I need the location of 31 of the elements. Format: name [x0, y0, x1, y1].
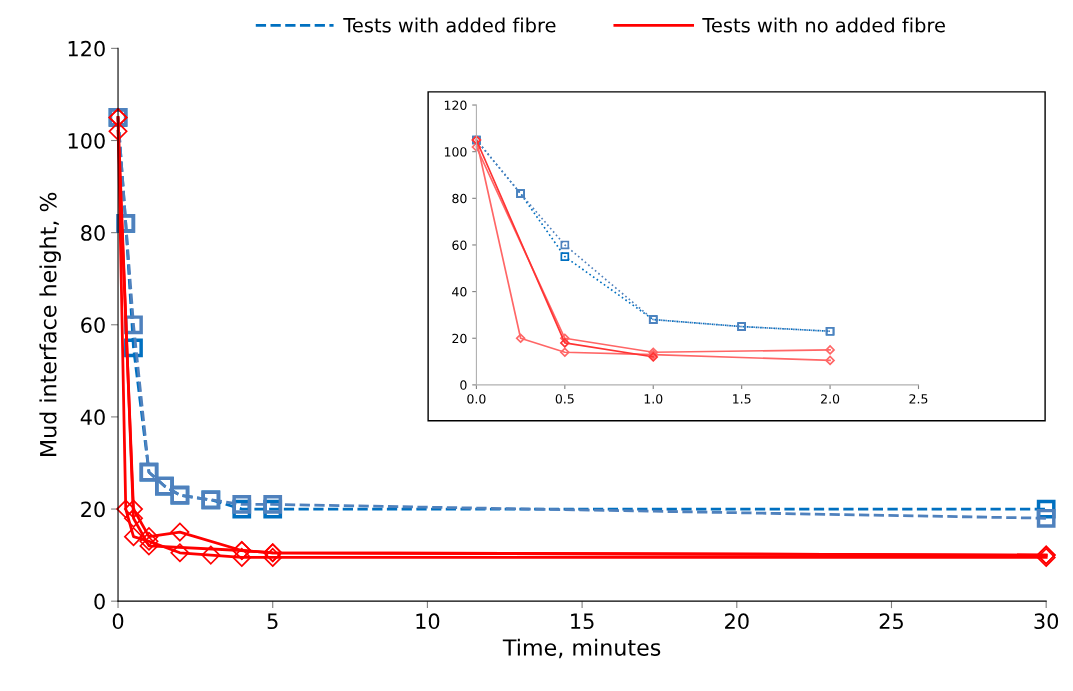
- x-tick-label: 2.0: [821, 394, 840, 404]
- y-tick-label: 100: [444, 147, 467, 157]
- y-tick-label: 120: [68, 40, 105, 57]
- y-tick-label: 0: [94, 593, 105, 610]
- x-axis-title: Time, minutes: [502, 638, 661, 659]
- x-tick-label: 1.5: [733, 394, 751, 404]
- y-tick-label: 40: [80, 409, 105, 426]
- y-tick-label: 20: [81, 501, 105, 518]
- x-tick-label: 1.0: [644, 394, 663, 404]
- x-tick-label: 5: [267, 613, 278, 630]
- y-tick-label: 0: [460, 380, 467, 390]
- x-tick-label: 0.5: [555, 394, 574, 404]
- y-tick-label: 40: [452, 287, 467, 297]
- x-tick-label: 10: [416, 613, 440, 630]
- y-tick-label: 60: [452, 240, 467, 250]
- x-tick-label: 2.5: [909, 394, 928, 404]
- legend-label: Tests with added fibre: [343, 17, 556, 33]
- y-tick-label: 80: [452, 193, 467, 204]
- x-tick-label: 30: [1034, 613, 1059, 630]
- y-tick-label: 100: [68, 132, 105, 149]
- legend-label: Tests with no added fibre: [702, 17, 945, 33]
- x-tick-label: 20: [725, 613, 749, 630]
- x-tick-label: 0.0: [467, 394, 486, 404]
- y-tick-label: 80: [81, 225, 105, 241]
- y-tick-label: 120: [444, 100, 467, 110]
- y-axis-title: Mud interface height, %: [39, 192, 61, 456]
- x-tick-label: 25: [879, 613, 903, 630]
- y-tick-label: 60: [81, 317, 105, 333]
- x-tick-label: 15: [571, 613, 594, 630]
- y-tick-label: 20: [452, 333, 467, 344]
- x-tick-label: 0: [112, 613, 124, 630]
